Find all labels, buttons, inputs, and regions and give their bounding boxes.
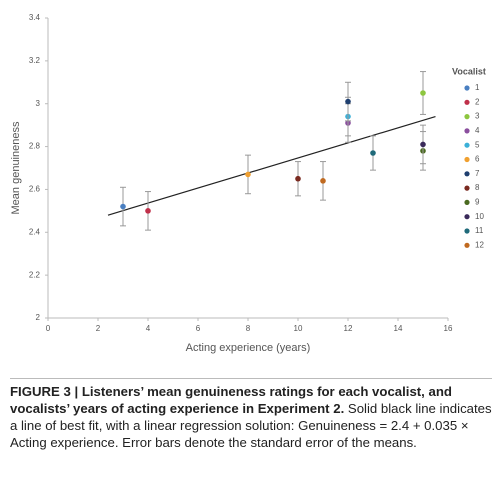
legend-label: 3 bbox=[475, 112, 480, 121]
x-tick-label: 10 bbox=[294, 324, 303, 333]
y-tick-label: 2.8 bbox=[29, 142, 41, 151]
chart: Acting experience (years) Mean genuinene… bbox=[10, 13, 486, 354]
y-tick-label: 2 bbox=[36, 313, 41, 322]
x-tick-label: 14 bbox=[394, 324, 403, 333]
y-tick-label: 2.2 bbox=[29, 270, 41, 279]
legend-marker bbox=[464, 242, 470, 248]
legend-label: 9 bbox=[475, 198, 480, 207]
caption-text: Solid black line indicates a line of bes… bbox=[10, 401, 492, 450]
legend-marker bbox=[464, 214, 470, 220]
x-tick-label: 16 bbox=[444, 324, 453, 333]
legend-marker bbox=[464, 228, 470, 234]
legend-label: 10 bbox=[475, 212, 484, 221]
point bbox=[370, 150, 376, 156]
point bbox=[320, 178, 326, 184]
point bbox=[420, 90, 426, 96]
y-axis-label: Mean genuineness bbox=[10, 121, 22, 214]
legend-label: 7 bbox=[475, 169, 480, 178]
legend-marker bbox=[464, 99, 470, 105]
point bbox=[295, 175, 301, 182]
x-tick-label: 6 bbox=[196, 324, 201, 333]
caption: FIGURE 3 | Listeners’ mean genuineness r… bbox=[10, 378, 492, 451]
legend-marker bbox=[464, 128, 470, 134]
legend-label: 11 bbox=[475, 226, 484, 235]
x-tick-label: 8 bbox=[246, 324, 251, 333]
legend-label: 12 bbox=[475, 240, 484, 249]
y-tick-label: 2.4 bbox=[29, 227, 41, 236]
legend-marker bbox=[464, 114, 470, 120]
point bbox=[420, 141, 426, 148]
point bbox=[145, 208, 151, 214]
legend-marker bbox=[464, 85, 470, 91]
legend-label: 6 bbox=[475, 155, 480, 164]
legend-marker bbox=[464, 142, 470, 148]
legend-marker bbox=[464, 185, 470, 191]
legend-marker bbox=[464, 171, 470, 177]
legend-label: 1 bbox=[475, 83, 480, 92]
legend-title: Vocalist bbox=[452, 66, 486, 76]
point bbox=[245, 171, 251, 178]
fit-line bbox=[107, 115, 436, 216]
y-tick-label: 3.2 bbox=[29, 56, 41, 65]
y-tick-label: 2.6 bbox=[29, 185, 41, 194]
legend-label: 5 bbox=[475, 140, 480, 149]
x-tick-label: 0 bbox=[46, 324, 51, 333]
x-axis-label: Acting experience (years) bbox=[186, 342, 311, 354]
y-tick-label: 3 bbox=[36, 99, 41, 108]
point bbox=[345, 98, 351, 105]
x-tick-label: 2 bbox=[96, 324, 101, 333]
point bbox=[120, 203, 126, 210]
legend-label: 8 bbox=[475, 183, 480, 192]
legend-label: 4 bbox=[475, 126, 480, 135]
x-tick-label: 4 bbox=[146, 324, 151, 333]
legend-marker bbox=[464, 156, 470, 163]
caption-bold: FIGURE 3 | Listeners’ mean genuineness r… bbox=[10, 384, 452, 416]
legend-label: 2 bbox=[475, 97, 480, 106]
x-tick-label: 12 bbox=[344, 324, 353, 333]
y-tick-label: 3.4 bbox=[29, 13, 41, 22]
legend-marker bbox=[464, 199, 470, 205]
